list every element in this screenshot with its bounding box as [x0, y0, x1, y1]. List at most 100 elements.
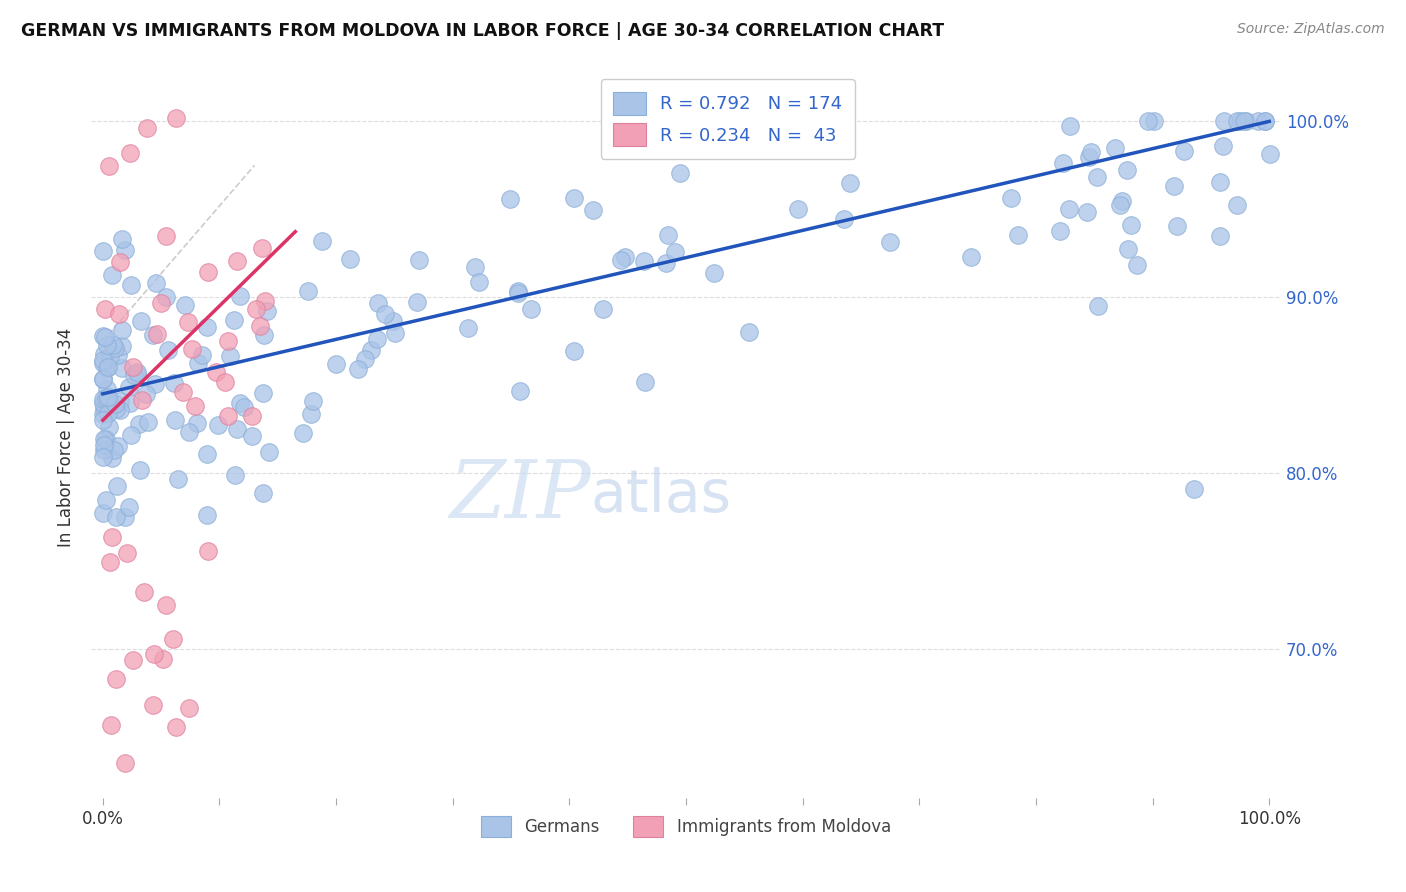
Point: [180, 342, 202, 356]
Point: [1173, 144, 1195, 158]
Point: [117, 380, 139, 394]
Point: [101, 530, 124, 544]
Point: [1233, 114, 1256, 128]
Point: [222, 313, 245, 327]
Point: [91, 450, 114, 464]
Point: [302, 393, 325, 408]
Point: [125, 368, 148, 382]
Point: [354, 352, 377, 367]
Point: [245, 301, 267, 316]
Point: [96, 361, 118, 376]
Point: [96, 433, 118, 447]
Point: [562, 190, 585, 204]
Point: [135, 387, 157, 401]
Point: [229, 289, 252, 303]
Point: [97, 159, 120, 173]
Point: [633, 375, 655, 389]
Point: [128, 417, 150, 431]
Point: [93, 347, 115, 361]
Point: [93, 443, 115, 458]
Point: [142, 327, 165, 342]
Point: [111, 361, 134, 376]
Point: [94, 493, 117, 508]
Point: [1080, 145, 1102, 159]
Point: [118, 500, 141, 515]
Point: [1182, 482, 1205, 496]
Point: [114, 243, 136, 257]
Point: [93, 301, 115, 316]
Point: [232, 400, 254, 414]
Point: [91, 407, 114, 421]
Point: [195, 320, 218, 334]
Point: [406, 294, 429, 309]
Point: [93, 353, 115, 368]
Point: [582, 202, 605, 217]
Point: [97, 359, 120, 374]
Point: [1116, 162, 1139, 177]
Point: [114, 756, 136, 770]
Point: [592, 301, 614, 316]
Point: [142, 647, 165, 661]
Point: [96, 338, 118, 352]
Point: [1052, 156, 1074, 170]
Point: [509, 384, 531, 398]
Point: [107, 307, 129, 321]
Point: [103, 338, 125, 352]
Point: [252, 242, 274, 256]
Point: [195, 447, 218, 461]
Point: [214, 375, 236, 389]
Point: [657, 227, 679, 242]
Point: [114, 509, 136, 524]
Point: [120, 428, 142, 442]
Point: [339, 252, 361, 267]
Point: [118, 396, 141, 410]
Point: [165, 111, 187, 125]
Point: [1254, 114, 1277, 128]
Point: [205, 366, 228, 380]
Point: [111, 232, 134, 246]
Point: [499, 192, 522, 206]
Point: [1229, 114, 1251, 128]
Point: [157, 343, 180, 357]
Point: [172, 385, 194, 400]
Point: [464, 260, 486, 275]
Point: [1209, 228, 1232, 243]
Point: [381, 314, 404, 328]
Point: [291, 426, 314, 441]
Point: [374, 307, 396, 321]
Point: [1226, 114, 1249, 128]
Point: [1087, 299, 1109, 313]
Point: [155, 598, 177, 612]
Point: [96, 382, 118, 396]
Point: [879, 235, 901, 249]
Point: [259, 445, 281, 459]
Point: [105, 479, 128, 493]
Point: [252, 386, 274, 401]
Point: [97, 390, 120, 404]
Text: ZIP: ZIP: [449, 457, 591, 534]
Point: [219, 349, 242, 363]
Point: [669, 166, 692, 180]
Point: [197, 544, 219, 558]
Point: [101, 399, 124, 413]
Point: [207, 418, 229, 433]
Point: [1057, 202, 1080, 217]
Point: [145, 326, 167, 341]
Point: [98, 555, 121, 569]
Point: [299, 407, 322, 421]
Point: [104, 341, 127, 355]
Point: [703, 266, 725, 280]
Point: [1163, 178, 1185, 193]
Point: [96, 359, 118, 373]
Point: [111, 339, 134, 353]
Point: [93, 432, 115, 446]
Point: [94, 392, 117, 406]
Point: [136, 415, 159, 429]
Point: [108, 403, 131, 417]
Point: [103, 443, 125, 458]
Point: [132, 585, 155, 599]
Point: [787, 202, 810, 216]
Point: [104, 672, 127, 686]
Point: [664, 244, 686, 259]
Point: [94, 330, 117, 344]
